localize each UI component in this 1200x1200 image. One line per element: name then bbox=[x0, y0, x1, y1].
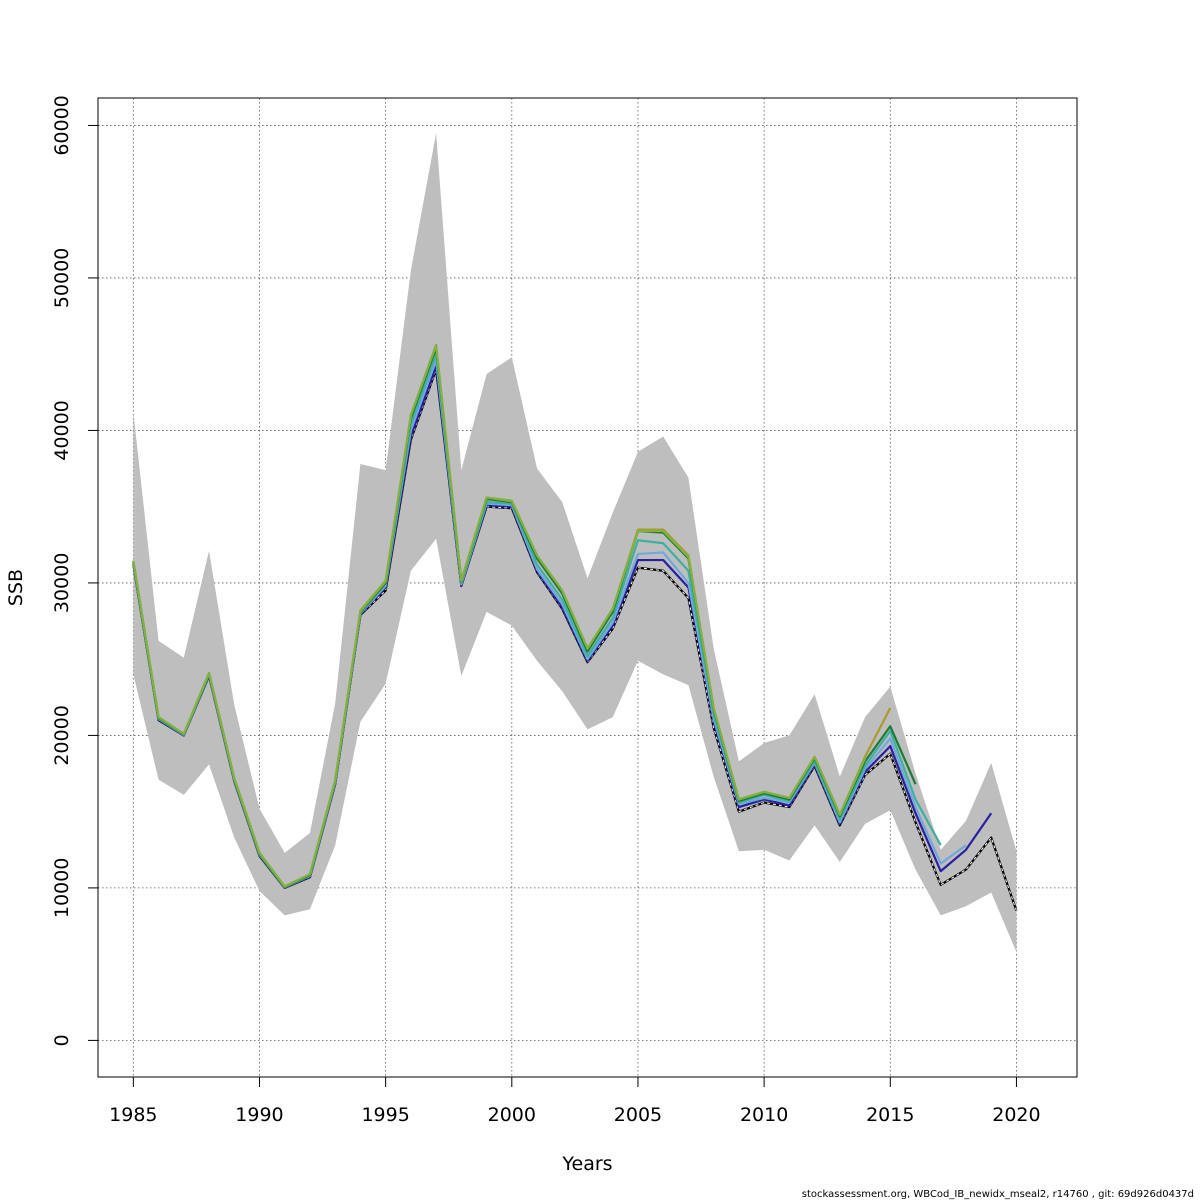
y-tick-label: 40000 bbox=[51, 400, 73, 460]
x-tick-label: 1990 bbox=[235, 1104, 283, 1126]
x-tick-label: 1995 bbox=[361, 1104, 409, 1126]
confidence-band-area bbox=[133, 133, 1017, 952]
confidence-band bbox=[133, 133, 1017, 952]
y-tick-label: 10000 bbox=[51, 858, 73, 918]
y-tick-label: 50000 bbox=[51, 248, 73, 308]
footer-credit: stockassessment.org, WBCod_IB_newidx_mse… bbox=[802, 1189, 1194, 1200]
x-tick-label: 1985 bbox=[109, 1104, 157, 1126]
y-axis-title: SSB bbox=[5, 569, 27, 606]
y-tick-label: 0 bbox=[51, 1034, 73, 1046]
plot-frame bbox=[97, 97, 1078, 1078]
x-tick-label: 2000 bbox=[488, 1104, 536, 1126]
x-tick-label: 2015 bbox=[866, 1104, 914, 1126]
axes: 1985 1990 1995 2000 2005 2010 2015 2020 0 10000 20… bbox=[51, 95, 1041, 1126]
y-tick-label: 60000 bbox=[51, 95, 73, 155]
y-tick-label: 20000 bbox=[51, 705, 73, 765]
x-tick-label: 2020 bbox=[992, 1104, 1040, 1126]
x-tick-label: 2010 bbox=[740, 1104, 788, 1126]
y-tick-label: 30000 bbox=[51, 553, 73, 613]
x-tick-label: 2005 bbox=[614, 1104, 662, 1126]
x-axis-title: Years bbox=[561, 1153, 612, 1175]
series-lines bbox=[132, 343, 1018, 912]
series-line-7 bbox=[132, 343, 867, 888]
